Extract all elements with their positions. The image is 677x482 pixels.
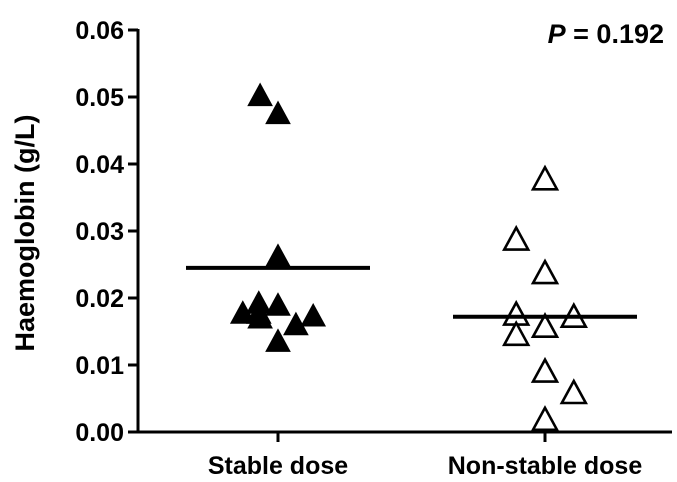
filled-triangle-point bbox=[229, 300, 256, 324]
y-tick-label: 0.05 bbox=[75, 84, 124, 112]
x-tick-label: Non-stable dose bbox=[448, 452, 643, 480]
filled-triangle-point bbox=[265, 243, 291, 267]
filled-triangle-point bbox=[247, 82, 273, 107]
open-triangle-point bbox=[530, 311, 560, 339]
data-points bbox=[229, 82, 588, 432]
p-value-rest: = 0.192 bbox=[566, 19, 664, 49]
y-tick-label: 0.02 bbox=[75, 285, 124, 313]
p-value-italic: P bbox=[548, 19, 567, 49]
open-triangle-point bbox=[502, 320, 531, 347]
y-tick-label: 0.01 bbox=[75, 352, 124, 380]
y-ticks: 0.00 0.01 0.02 0.03 0.04 0.05 0.06 bbox=[75, 17, 138, 447]
open-triangle-point bbox=[559, 378, 588, 405]
x-tick-label: Stable dose bbox=[208, 452, 348, 480]
median-lines bbox=[186, 265, 637, 319]
open-triangle-point bbox=[530, 405, 560, 432]
y-tick-label: 0.03 bbox=[75, 218, 124, 246]
open-triangle-point bbox=[502, 224, 531, 251]
x-ticks: Stable dose Non-stable dose bbox=[208, 432, 642, 480]
open-triangle-point bbox=[530, 164, 560, 191]
y-tick-label: 0.00 bbox=[75, 419, 124, 447]
filled-triangle-point bbox=[265, 328, 291, 352]
filled-triangle-point bbox=[300, 302, 327, 327]
y-tick-label: 0.04 bbox=[75, 151, 124, 179]
axes bbox=[136, 29, 672, 434]
open-triangle-point bbox=[530, 258, 560, 285]
p-value-annotation: P = 0.192 bbox=[548, 19, 664, 49]
y-axis-label: Haemoglobin (g/L) bbox=[10, 115, 40, 352]
y-tick-label: 0.06 bbox=[75, 17, 124, 45]
filled-triangle-point bbox=[265, 100, 291, 125]
filled-triangle-point bbox=[265, 292, 291, 316]
open-triangle-point bbox=[530, 356, 560, 383]
